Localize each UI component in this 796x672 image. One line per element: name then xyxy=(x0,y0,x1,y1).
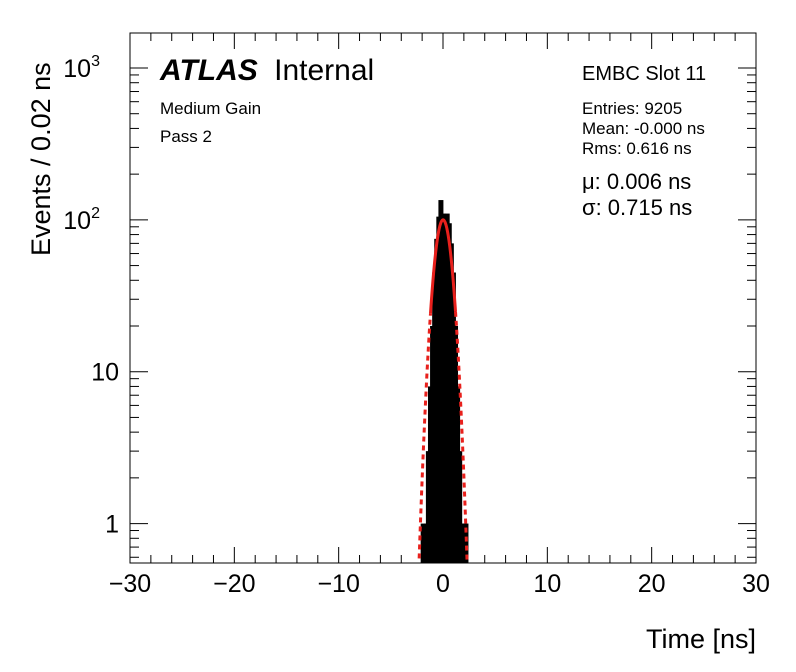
histogram-bin xyxy=(457,451,463,563)
atlas-label-bold: ATLAS xyxy=(159,54,258,87)
y-tick-label: 102 xyxy=(63,205,100,235)
stats-mean: Mean: -0.000 ns xyxy=(582,119,705,138)
x-tick-label: −30 xyxy=(109,570,151,598)
x-tick-label: −10 xyxy=(317,570,359,598)
slot-label: EMBC Slot 11 xyxy=(582,63,706,85)
fit-sigma: σ: 0.715 ns xyxy=(582,195,692,220)
y-axis-label: Events / 0.02 ns xyxy=(26,62,56,256)
histogram-bin xyxy=(463,523,469,563)
x-tick-label: −20 xyxy=(213,570,255,598)
x-axis-label: Time [ns] xyxy=(646,624,756,654)
x-tick-label: 20 xyxy=(638,570,666,598)
atlas-label-status: Internal xyxy=(274,54,374,87)
info-line-gain: Medium Gain xyxy=(160,99,261,118)
fit-mu: μ: 0.006 ns xyxy=(582,169,691,194)
y-tick-label: 1 xyxy=(105,511,119,539)
fit-layer xyxy=(417,218,469,561)
x-tick-label: 0 xyxy=(436,570,450,598)
histogram-bin xyxy=(420,523,426,563)
atlas-label: ATLAS Internal xyxy=(159,54,374,87)
y-axis-ticks: 1 10 102 103 xyxy=(63,53,756,558)
fit-curve-solid xyxy=(428,218,458,314)
y-tick-label: 103 xyxy=(63,53,100,83)
info-line-pass: Pass 2 xyxy=(160,127,212,146)
stats-rms: Rms: 0.616 ns xyxy=(582,139,692,158)
fit-curve-dashed-right xyxy=(454,311,469,561)
stats-entries: Entries: 9205 xyxy=(582,99,682,118)
x-tick-label: 10 xyxy=(533,570,561,598)
histogram-layer xyxy=(420,200,469,564)
x-tick-label: 30 xyxy=(742,570,770,598)
x-axis-ticks: −30 −20 −10 0 10 20 30 xyxy=(109,33,770,598)
y-tick-label: 10 xyxy=(91,359,119,387)
